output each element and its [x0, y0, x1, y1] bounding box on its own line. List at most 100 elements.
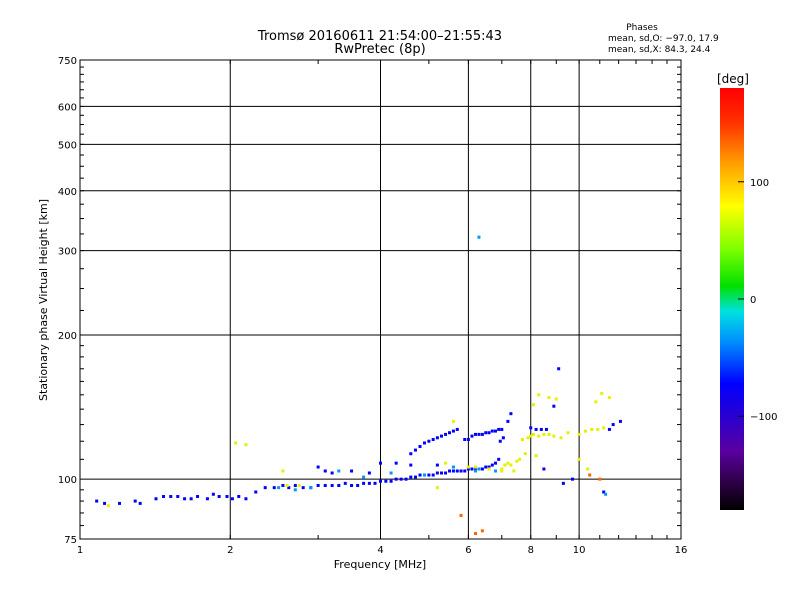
x-tick-label: 2: [227, 545, 233, 556]
data-point: [506, 461, 510, 465]
data-point: [138, 501, 142, 505]
data-point: [466, 467, 470, 471]
data-point: [463, 438, 467, 442]
data-point: [588, 473, 592, 477]
data-point: [451, 429, 455, 433]
data-point: [367, 471, 371, 475]
data-point: [487, 465, 491, 469]
data-point: [611, 423, 615, 427]
data-point: [451, 469, 455, 473]
data-point: [189, 497, 193, 501]
data-point: [531, 432, 535, 436]
data-point: [501, 436, 505, 440]
data-point: [490, 463, 494, 467]
data-point: [154, 497, 158, 501]
data-point: [537, 393, 541, 397]
data-point: [554, 397, 558, 401]
data-point: [451, 419, 455, 423]
data-point: [470, 434, 474, 438]
data-point: [254, 490, 258, 494]
data-point: [230, 497, 234, 501]
data-point: [537, 434, 541, 438]
data-point: [480, 467, 484, 471]
data-point: [316, 483, 320, 487]
data-point: [590, 427, 594, 431]
data-point: [448, 469, 452, 473]
data-point: [281, 469, 285, 473]
data-point: [384, 479, 388, 483]
data-point: [183, 497, 187, 501]
data-point: [557, 367, 561, 371]
data-point: [520, 438, 524, 442]
data-point: [95, 499, 99, 503]
data-point: [470, 467, 474, 471]
data-point: [473, 467, 477, 471]
data-point: [509, 463, 513, 467]
data-point: [494, 469, 498, 473]
data-point: [373, 481, 377, 485]
data-point: [534, 454, 538, 458]
data-point: [544, 427, 548, 431]
data-point: [367, 481, 371, 485]
data-point: [196, 494, 200, 498]
data-point: [435, 463, 439, 467]
data-point: [217, 494, 221, 498]
data-point: [297, 483, 301, 487]
data-point: [503, 463, 507, 467]
data-point: [418, 473, 422, 477]
data-point: [162, 494, 166, 498]
data-point: [494, 429, 498, 433]
data-point: [523, 452, 527, 456]
data-point: [431, 473, 435, 477]
data-point: [477, 432, 481, 436]
data-point: [506, 419, 510, 423]
data-point: [534, 427, 538, 431]
data-point: [343, 481, 347, 485]
data-point: [566, 431, 570, 435]
data-point: [394, 461, 398, 465]
data-point: [602, 426, 606, 430]
data-point: [451, 465, 455, 469]
data-point: [459, 469, 463, 473]
x-tick-label: 1: [77, 545, 83, 556]
data-point: [518, 457, 522, 461]
data-point: [598, 477, 602, 481]
data-point: [409, 463, 413, 467]
data-point: [350, 483, 354, 487]
y-tick-label: 600: [58, 102, 77, 113]
data-point: [618, 419, 622, 423]
data-point: [577, 457, 581, 461]
phase-summary-o: mean, sd,O: −97.0, 17.9: [608, 34, 719, 44]
data-point: [413, 475, 417, 479]
y-tick-label: 400: [58, 187, 77, 198]
x-tick-label: 16: [675, 545, 688, 556]
data-point: [448, 431, 452, 435]
data-point: [422, 441, 426, 445]
data-point: [399, 477, 403, 481]
chart-title: Tromsø 20160611 21:54:00–21:55:43: [257, 29, 502, 44]
data-point: [205, 497, 209, 501]
data-point: [435, 486, 439, 490]
data-point: [337, 483, 341, 487]
axis-ticks: 1 2 4 6 8 10 16 75 100 200 300 400 500 600 750: [58, 56, 687, 556]
data-point: [440, 434, 444, 438]
data-point: [337, 469, 341, 473]
data-point: [547, 432, 551, 436]
data-point: [237, 494, 241, 498]
data-point: [498, 439, 502, 443]
plot-frame: [79, 59, 682, 540]
data-point: [234, 441, 238, 445]
data-point: [330, 483, 334, 487]
data-point: [473, 469, 477, 473]
data-point: [350, 469, 354, 473]
x-tick-label: 4: [377, 545, 383, 556]
data-point: [490, 429, 494, 433]
data-point: [444, 432, 448, 436]
data-point: [444, 461, 448, 465]
data-point: [480, 432, 484, 436]
data-point: [263, 486, 267, 490]
data-point: [362, 475, 366, 479]
data-point: [509, 412, 513, 416]
data-point: [552, 404, 556, 408]
data-point: [497, 457, 501, 461]
